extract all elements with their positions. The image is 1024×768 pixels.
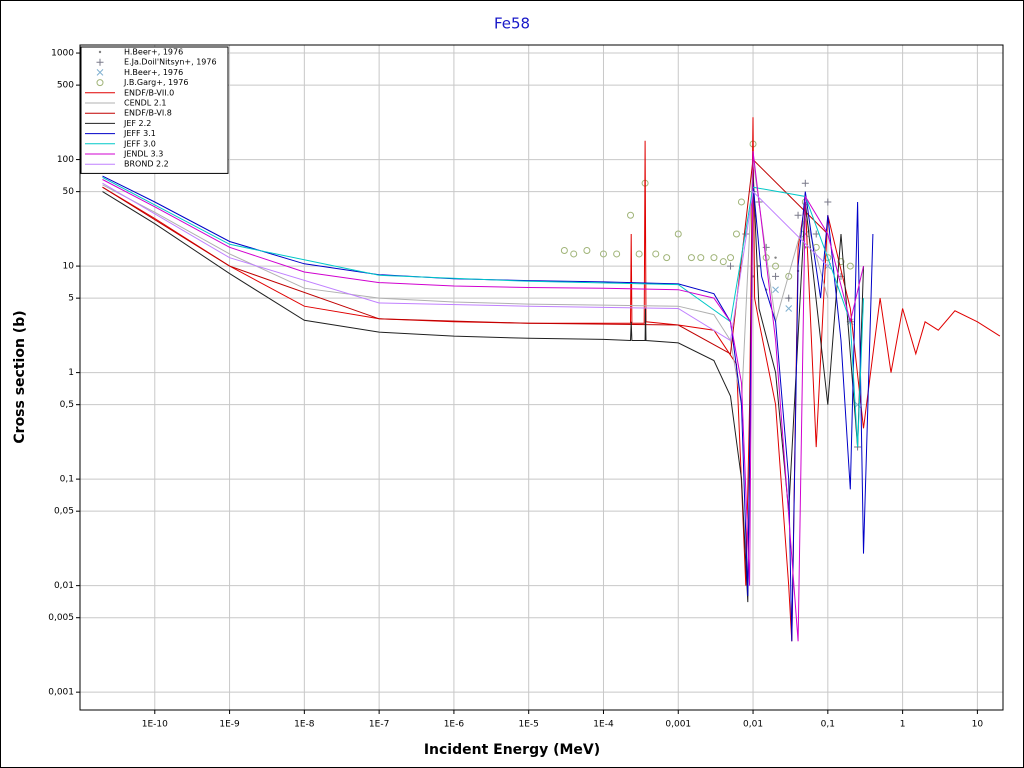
legend-marker <box>96 69 104 76</box>
data-point <box>599 250 607 258</box>
y-tick-label: 0,005 <box>48 613 74 623</box>
data-point <box>794 211 802 219</box>
y-tick-label: 0,1 <box>60 475 74 485</box>
x-tick-label: 1E-9 <box>219 720 240 730</box>
data-point <box>772 286 779 294</box>
data-point <box>627 211 635 219</box>
x-tick-label: 1E-5 <box>519 720 539 730</box>
data-point <box>727 262 735 270</box>
data-point <box>837 258 845 266</box>
data-point <box>663 254 671 262</box>
data-point <box>613 250 621 258</box>
legend-box <box>80 46 229 174</box>
y-tick-label: 0,001 <box>48 688 74 698</box>
x-tick-label: 1E-4 <box>593 720 614 730</box>
x-tick-label: 1E-8 <box>294 720 315 730</box>
data-point <box>772 262 780 270</box>
data-point <box>774 256 777 259</box>
data-point <box>732 230 740 238</box>
data-point <box>583 247 591 255</box>
x-tick-label: 1E-10 <box>142 720 168 730</box>
data-point <box>757 264 761 268</box>
data-point <box>737 198 745 206</box>
legend-marker <box>96 58 104 66</box>
data-point <box>762 243 770 251</box>
x-tick-label: 1E-7 <box>369 720 389 730</box>
series-line <box>102 158 829 355</box>
legend-label: BROND 2.2 <box>124 160 169 169</box>
x-tick-label: 10 <box>972 720 984 730</box>
x-tick-label: 0,001 <box>665 720 691 730</box>
data-point <box>674 230 682 238</box>
legend-label: H.Beer+, 1976 <box>124 68 183 77</box>
y-tick-label: 5 <box>68 294 74 304</box>
legend-label: JEF 2.2 <box>123 119 151 128</box>
y-tick-label: 10 <box>63 262 75 272</box>
data-point <box>772 272 780 280</box>
data-point <box>635 250 643 258</box>
data-point <box>652 250 660 258</box>
legend-label: JENDL 3.3 <box>123 150 163 159</box>
y-tick-label: 0,5 <box>60 400 74 410</box>
y-tick-label: 500 <box>57 81 74 91</box>
data-point <box>570 250 578 258</box>
y-tick-label: 0,01 <box>54 581 74 591</box>
plot-area <box>102 117 1001 642</box>
y-tick-label: 0,05 <box>54 507 74 517</box>
y-tick-label: 50 <box>63 187 75 197</box>
x-tick-label: 0,01 <box>743 720 763 730</box>
x-tick-label: 1E-6 <box>444 720 465 730</box>
grid: 1E-10 1E-9 1E-8 1E-7 1E-6 1E-5 1E-4 0,001 0,01 0,… <box>48 45 1003 730</box>
x-tick-label: 0,1 <box>821 720 835 730</box>
y-tick-label: 100 <box>57 155 74 165</box>
chart-title: Fe58 <box>494 15 530 33</box>
legend-marker <box>98 50 102 54</box>
data-point <box>687 254 695 262</box>
data-point <box>785 305 793 312</box>
data-point <box>801 179 809 187</box>
data-point <box>719 258 727 266</box>
series-line <box>102 176 864 448</box>
y-tick-label: 1 <box>68 368 74 378</box>
data-point <box>824 198 832 206</box>
legend-marker <box>96 79 104 87</box>
legend-label: H.Beer+, 1976 <box>124 48 183 57</box>
legend-label: JEFF 3.0 <box>123 139 156 148</box>
legend-label: CENDL 2.1 <box>124 99 167 108</box>
series-line <box>102 182 829 342</box>
data-point <box>727 254 735 262</box>
data-point <box>846 262 854 270</box>
legend-label: J.B.Garg+, 1976 <box>123 78 188 87</box>
x-tick-label: 1 <box>900 720 906 730</box>
data-point <box>710 254 718 262</box>
plot-border <box>79 44 1004 711</box>
series-line <box>102 159 829 405</box>
legend-label: E.Ja.Doil'Nitsyn+, 1976 <box>124 58 217 67</box>
y-axis-label: Cross section (b) <box>12 310 28 443</box>
data-point <box>824 254 832 262</box>
data-point <box>560 247 568 255</box>
data-point <box>697 254 705 262</box>
series-line <box>102 151 864 642</box>
legend-label: ENDF/B-VII.0 <box>124 88 174 97</box>
y-tick-label: 1000 <box>51 49 74 59</box>
x-axis-label: Incident Energy (MeV) <box>424 742 600 758</box>
legend-label: ENDF/B-VI.8 <box>124 109 172 118</box>
legend-label: JEFF 3.1 <box>123 129 156 138</box>
data-point <box>785 294 793 302</box>
